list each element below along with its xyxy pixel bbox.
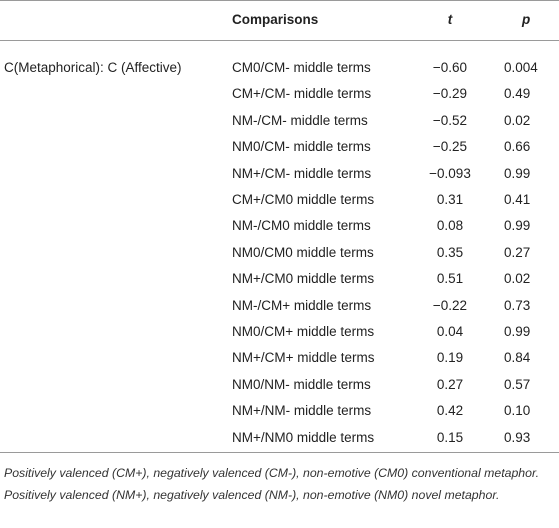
p-cell: 0.66 bbox=[504, 139, 531, 155]
p-cell: 0.004 bbox=[504, 60, 538, 75]
comparison-cell: NM0/CM- middle terms bbox=[232, 139, 371, 155]
comparison-cell: NM+/CM+ middle terms bbox=[232, 350, 375, 366]
top-rule bbox=[0, 0, 559, 1]
p-cell: 0.02 bbox=[504, 112, 531, 128]
comparison-cell: NM-/CM+ middle terms bbox=[232, 297, 372, 313]
bottom-rule bbox=[0, 452, 559, 453]
t-cell: −0.52 bbox=[432, 112, 468, 128]
comparison-cell: CM0/CM- middle terms bbox=[232, 60, 371, 75]
header-p: p bbox=[522, 12, 531, 27]
comparison-cell: NM+/CM0 middle terms bbox=[232, 271, 375, 287]
t-cell: 0.15 bbox=[436, 429, 464, 445]
comparison-cell: CM+/CM0 middle terms bbox=[232, 192, 375, 207]
p-cell: 0.41 bbox=[504, 192, 531, 207]
header-comparisons: Comparisons bbox=[232, 12, 319, 27]
header-rule bbox=[0, 40, 559, 41]
t-cell: 0.42 bbox=[436, 403, 464, 419]
comparison-cell: NM-/CM- middle terms bbox=[232, 112, 368, 128]
t-cell: −0.22 bbox=[432, 297, 468, 313]
t-cell: −0.29 bbox=[432, 86, 468, 102]
p-cell: 0.73 bbox=[504, 297, 531, 313]
t-cell: 0.08 bbox=[436, 218, 464, 234]
t-cell: 0.51 bbox=[436, 271, 464, 287]
t-cell: −0.60 bbox=[432, 60, 468, 75]
t-cell: −0.25 bbox=[432, 139, 468, 155]
p-cell: 0.99 bbox=[504, 165, 531, 181]
p-cell: 0.93 bbox=[504, 429, 531, 445]
comparison-cell: NM-/CM0 middle terms bbox=[232, 218, 371, 234]
comparison-cell: NM0/CM0 middle terms bbox=[232, 244, 374, 260]
comparison-cell: NM+/NM- middle terms bbox=[232, 403, 372, 419]
p-cell: 0.27 bbox=[504, 244, 531, 260]
header-t: t bbox=[447, 12, 453, 27]
footnote: Positively valenced (CM+), negatively va… bbox=[4, 466, 540, 502]
t-cell: 0.27 bbox=[436, 376, 464, 392]
p-cell: 0.10 bbox=[504, 403, 531, 419]
comparison-cell: NM0/NM- middle terms bbox=[232, 376, 371, 392]
p-cell: 0.99 bbox=[504, 324, 531, 339]
p-cell: 0.49 bbox=[504, 86, 531, 102]
t-cell: 0.19 bbox=[436, 350, 464, 366]
comparison-cell: NM+/NM0 middle terms bbox=[232, 429, 375, 445]
p-cell: 0.84 bbox=[504, 350, 531, 366]
p-cell: 0.99 bbox=[504, 218, 531, 234]
t-cell: 0.35 bbox=[436, 244, 464, 260]
p-cell: 0.57 bbox=[504, 376, 531, 392]
t-cell: 0.04 bbox=[436, 324, 464, 339]
comparison-cell: CM+/CM- middle terms bbox=[232, 86, 372, 102]
p-cell: 0.02 bbox=[504, 271, 531, 287]
t-cell: −0.093 bbox=[429, 165, 471, 181]
comparison-cell: NM+/CM- middle terms bbox=[232, 165, 372, 181]
t-cell: 0.31 bbox=[436, 192, 464, 207]
comparison-cell: NM0/CM+ middle terms bbox=[232, 324, 375, 339]
group-label: C(Metaphorical): C (Affective) bbox=[4, 60, 182, 75]
